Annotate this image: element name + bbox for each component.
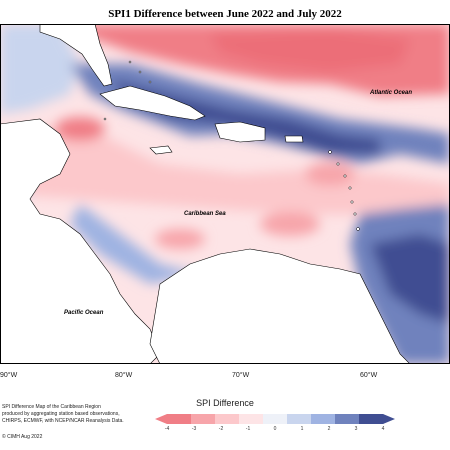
- legend-colorbar: [155, 414, 395, 424]
- legend-swatch: [335, 414, 360, 424]
- legend-swatch: [167, 414, 192, 424]
- lon-label-90w: 90°W: [0, 372, 18, 379]
- credit-line-1: SPI Difference Map of the Caribbean Regi…: [2, 404, 101, 410]
- legend-swatch: [359, 414, 384, 424]
- legend-arrow-left: [155, 414, 167, 424]
- lon-label-80w: 80°W: [115, 372, 133, 379]
- spi-map: Atlantic Ocean Caribbean Sea Pacific Oce…: [0, 24, 450, 364]
- legend-tick-label: -1: [245, 426, 251, 432]
- lon-label-60w: 60°W: [360, 372, 378, 379]
- credit-line-3: CHIRPS, ECMWF, with NCEP/NCAR Reanalysis…: [2, 418, 124, 424]
- south-america: [149, 248, 411, 364]
- legend-swatch: [191, 414, 216, 424]
- florida: [39, 24, 113, 87]
- land: [0, 24, 411, 364]
- legend-tick-label: 2: [327, 426, 331, 432]
- legend-title: SPI Difference: [196, 398, 254, 408]
- cuba: [99, 85, 206, 121]
- legend-tick-label: 1: [300, 426, 304, 432]
- legend-swatch: [239, 414, 264, 424]
- legend-swatch: [215, 414, 240, 424]
- credit-line-2: produced by aggregating station based ob…: [2, 411, 120, 417]
- hispaniola: [214, 121, 266, 143]
- legend-tick-label: -4: [164, 426, 170, 432]
- jamaica: [149, 145, 173, 155]
- atlantic-label: Atlantic Ocean: [369, 90, 412, 96]
- legend-tick-label: 4: [381, 426, 385, 432]
- legend-tick-label: -3: [191, 426, 197, 432]
- spi-field: [0, 24, 450, 364]
- puerto-rico: [284, 135, 304, 143]
- islands: [103, 60, 360, 231]
- legend-swatch: [311, 414, 336, 424]
- map-title: SPI1 Difference between June 2022 and Ju…: [108, 8, 342, 20]
- legend-arrow-right: [383, 414, 395, 424]
- legend-tick-label: 3: [354, 426, 358, 432]
- legend-tick-label: 0: [273, 426, 277, 432]
- caribbean-label: Caribbean Sea: [184, 211, 226, 217]
- pacific-label: Pacific Ocean: [64, 310, 104, 316]
- legend-swatch: [263, 414, 288, 424]
- legend-tick-label: -2: [218, 426, 224, 432]
- credit-line-4: © CIMH Aug 2022: [2, 434, 43, 440]
- lon-label-70w: 70°W: [232, 372, 250, 379]
- legend-swatch: [287, 414, 312, 424]
